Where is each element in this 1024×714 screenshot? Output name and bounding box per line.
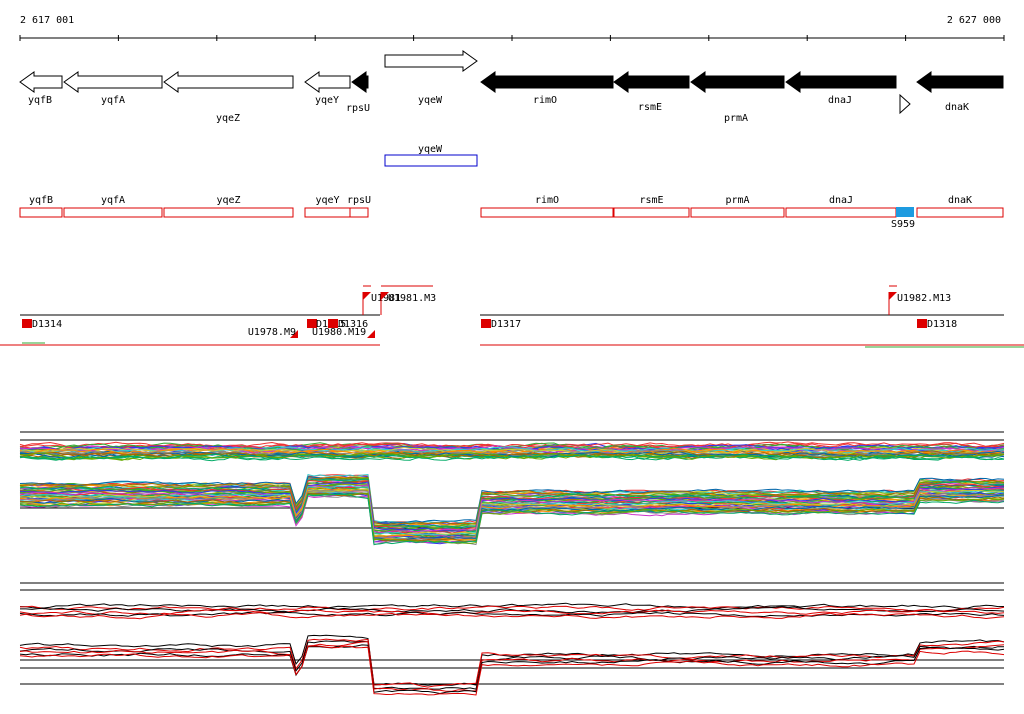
site-flag	[367, 330, 375, 338]
expression-trace	[19, 611, 1005, 620]
expression-trace	[19, 611, 1005, 618]
transcript-box	[480, 207, 614, 218]
transcript-label: prmA	[725, 195, 749, 206]
transcript-box	[63, 207, 163, 218]
ruler-end: 2 627 000	[947, 15, 1001, 26]
gene-arrow	[785, 71, 897, 93]
site-flag	[889, 292, 897, 300]
site-label: U1978.M9	[248, 327, 296, 338]
gene-label: yqeW	[418, 95, 443, 106]
gene-label: yqeZ	[216, 113, 240, 124]
site-flag	[22, 319, 32, 328]
expression-trace	[19, 641, 1005, 692]
operon-label: yqeW	[418, 144, 443, 155]
gene-arrow	[351, 71, 369, 93]
expression-trace	[19, 476, 1005, 526]
transcript-label: yqeZ	[216, 195, 240, 206]
gene-label: rimO	[533, 95, 557, 106]
site-flag	[307, 319, 317, 328]
site-flag	[328, 319, 338, 328]
gene-label: rpsU	[346, 103, 370, 114]
expression-trace	[19, 492, 1005, 541]
expression-trace	[19, 608, 1005, 616]
expression-trace	[19, 602, 1005, 610]
gene-arrow	[690, 71, 785, 93]
site-label: U1982.M13	[897, 293, 951, 304]
gene-arrow	[19, 71, 63, 93]
transcript-label: rpsU	[347, 195, 371, 206]
gene-label: yqeY	[315, 95, 339, 106]
expression-trace	[19, 477, 1005, 529]
transcript-box	[349, 207, 369, 218]
expression-trace	[19, 453, 1005, 461]
transcript-box	[785, 207, 897, 218]
site-label: U1980.M19	[312, 327, 366, 338]
expression-trace	[19, 447, 1005, 456]
site-label: D1318	[927, 319, 957, 330]
expression-trace	[19, 638, 1005, 688]
expression-trace	[19, 640, 1004, 690]
expression-trace	[19, 476, 1005, 527]
transcript-label: rsmE	[639, 195, 663, 206]
site-flag	[481, 319, 491, 328]
expression-trace	[19, 481, 1005, 532]
expression-trace	[19, 645, 1005, 696]
expression-trace	[19, 493, 1005, 545]
transcript-label: yqeY	[315, 195, 339, 206]
transcript-box	[304, 207, 351, 218]
gene-arrow	[613, 71, 690, 93]
gene-arrow	[916, 71, 1004, 93]
gene-label: rsmE	[638, 102, 662, 113]
ruler-start: 2 617 001	[20, 15, 74, 26]
transcript-box	[916, 207, 1004, 218]
expression-trace	[19, 482, 1005, 532]
feature-label: S959	[891, 219, 915, 230]
operon-box	[384, 154, 478, 167]
site-flag	[363, 292, 371, 300]
transcript-label: yqfB	[29, 195, 53, 206]
transcript-label: yqfA	[101, 195, 125, 206]
gene-label: yqfB	[28, 95, 52, 106]
site-flag	[917, 319, 927, 328]
site-label: U1981.M3	[388, 293, 436, 304]
expression-trace	[20, 606, 1005, 614]
gene-arrow	[384, 50, 478, 72]
gene-label: dnaJ	[828, 95, 852, 106]
gene-arrow	[304, 71, 351, 93]
expression-trace	[19, 486, 1005, 540]
transcript-box	[690, 207, 785, 218]
transcript-label: dnaK	[948, 195, 972, 206]
gene-label: yqfA	[101, 95, 125, 106]
transcript-box	[19, 207, 63, 218]
expression-trace	[19, 634, 1005, 686]
expression-trace	[19, 489, 1005, 541]
site-flag	[290, 330, 298, 338]
transcript-box	[613, 207, 690, 218]
gene-label: dnaK	[945, 102, 969, 113]
transcript-label: rimO	[535, 195, 559, 206]
gene-arrow	[480, 71, 614, 93]
transcript-box	[163, 207, 294, 218]
site-label: U1981	[371, 293, 401, 304]
gene-arrow	[63, 71, 163, 93]
small-arrow	[899, 93, 911, 115]
feature-box	[896, 207, 914, 217]
transcript-label: dnaJ	[829, 195, 853, 206]
site-label: D1314	[32, 319, 62, 330]
site-flag	[381, 292, 389, 300]
site-label: D1317	[491, 319, 521, 330]
expression-trace	[19, 605, 1005, 612]
gene-arrow	[163, 71, 294, 93]
expression-trace	[19, 443, 1004, 451]
expression-trace	[19, 644, 1005, 695]
gene-label: prmA	[724, 113, 748, 124]
site-label: D1316	[338, 319, 368, 330]
